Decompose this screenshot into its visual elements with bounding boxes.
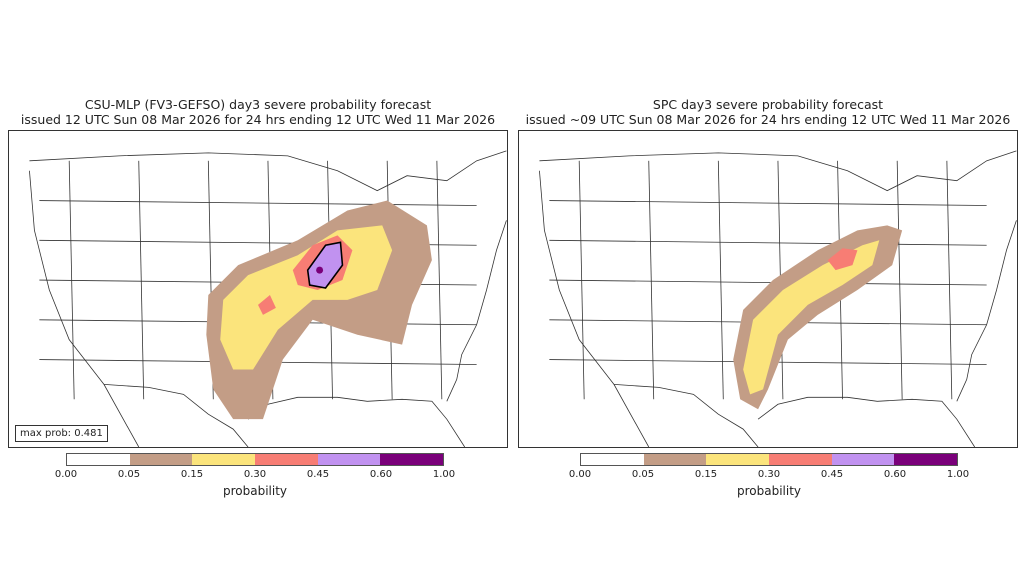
prob-15 (743, 240, 880, 395)
colorbar-tick-label: 0.05 (117, 469, 141, 480)
colorbar-segment (769, 454, 832, 465)
coastline-east (956, 220, 1017, 402)
colorbar-tick-label: 0.05 (631, 469, 655, 480)
border-mexico (103, 383, 249, 447)
colorbar-tick-label: 0.45 (306, 469, 330, 480)
state-border (946, 160, 953, 400)
coastline-gulf (757, 396, 976, 447)
right-panel-title: SPC day3 severe probability forecast iss… (513, 97, 1023, 127)
colorbar-tick-label: 0.00 (568, 469, 592, 480)
title-line1: SPC day3 severe probability forecast (652, 97, 884, 112)
state-border (39, 200, 477, 206)
colorbar-tick-label: 0.30 (757, 469, 781, 480)
coastline-east (446, 220, 507, 402)
coastline-west (29, 170, 140, 447)
colorbar-segment (255, 454, 318, 465)
colorbar-segment (831, 454, 895, 465)
colorbar-label: probability (736, 484, 802, 498)
state-border (549, 239, 987, 246)
max-prob-dot (316, 266, 324, 274)
colorbar-label: probability (222, 484, 288, 498)
state-border (717, 160, 724, 400)
colorbar-segment (67, 454, 130, 465)
border-canada (29, 150, 507, 192)
coastline-west (539, 170, 650, 447)
prob-30 (827, 248, 858, 271)
colorbar-segment (317, 454, 381, 465)
state-border (549, 200, 987, 206)
colorbar-segment (894, 454, 958, 465)
coastline-gulf (247, 396, 466, 447)
csu-mlp-map: max prob: 0.481 (8, 130, 508, 448)
state-border (138, 160, 145, 400)
colorbar-tick-label: 0.15 (180, 469, 204, 480)
title-line1: CSU-MLP (FV3-GEFSO) day3 severe probabil… (84, 97, 432, 112)
state-border (549, 279, 987, 286)
colorbar-tick-label: 0.60 (369, 469, 393, 480)
colorbar-segment (380, 454, 444, 465)
prob-30 (258, 294, 276, 315)
colorbar-segment (192, 454, 256, 465)
prob-15 (220, 225, 393, 370)
colorbar-tick-label: 1.00 (946, 469, 970, 480)
border-mexico (613, 383, 759, 447)
title-line2: issued 12 UTC Sun 08 Mar 2026 for 24 hrs… (20, 112, 496, 127)
colorbar-tick-label: 0.60 (883, 469, 907, 480)
prob-45 (306, 241, 344, 289)
max-prob-label: max prob: 0.481 (15, 425, 108, 442)
colorbar-segment (581, 454, 644, 465)
colorbar-tick-label: 0.30 (243, 469, 267, 480)
colorbar-segment (643, 454, 707, 465)
colorbar-left (66, 453, 444, 466)
spc-map (518, 130, 1018, 448)
colorbar-segment (129, 454, 193, 465)
colorbar-right (580, 453, 958, 466)
colorbar-tick-label: 1.00 (432, 469, 456, 480)
left-panel-title: CSU-MLP (FV3-GEFSO) day3 severe probabil… (3, 97, 513, 127)
colorbar-tick-label: 0.45 (820, 469, 844, 480)
title-line2: issued ~09 UTC Sun 08 Mar 2026 for 24 hr… (525, 112, 1011, 127)
state-border (648, 160, 655, 400)
state-border (436, 160, 443, 400)
border-canada (539, 150, 1017, 192)
state-border (896, 160, 903, 400)
colorbar-segment (706, 454, 770, 465)
colorbar-tick-label: 0.00 (54, 469, 78, 480)
colorbar-tick-label: 0.15 (694, 469, 718, 480)
